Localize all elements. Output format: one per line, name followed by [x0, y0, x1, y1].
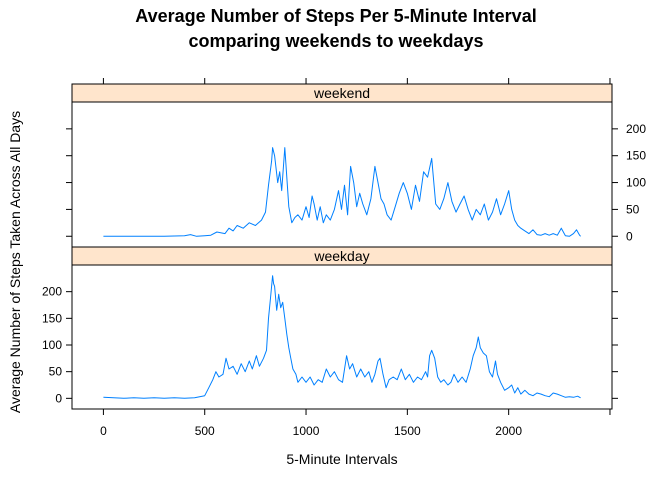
series-line-weekend — [103, 147, 581, 237]
x-tick-label: 0 — [100, 424, 107, 438]
y-tick-label: 200 — [42, 285, 62, 299]
y-tick-label: 150 — [626, 149, 646, 163]
x-tick-label: 1000 — [293, 424, 320, 438]
y-tick-label: 0 — [626, 229, 633, 243]
y-tick-label: 50 — [49, 365, 63, 379]
chart-title: Average Number of Steps Per 5-Minute Int… — [135, 6, 536, 26]
series-line-weekday — [103, 275, 581, 399]
panel-strip-label-weekend: weekend — [313, 85, 370, 101]
y-tick-label: 50 — [626, 202, 640, 216]
y-tick-label: 200 — [626, 122, 646, 136]
y-tick-label: 100 — [626, 176, 646, 190]
x-tick-label: 2000 — [495, 424, 522, 438]
panel-frame-weekday — [71, 264, 613, 410]
y-tick-label: 100 — [42, 338, 62, 352]
chart-subtitle: comparing weekends to weekdays — [188, 31, 483, 51]
y-tick-label: 0 — [55, 391, 62, 405]
x-tick-label: 1500 — [394, 424, 421, 438]
y-tick-label: 150 — [42, 311, 62, 325]
y-axis-label: Average Number of Steps Taken Across All… — [7, 111, 23, 413]
x-axis-label: 5-Minute Intervals — [286, 451, 397, 467]
panel-strip-label-weekday: weekday — [313, 248, 369, 264]
panel-frame-weekend — [71, 101, 613, 248]
x-tick-label: 500 — [195, 424, 215, 438]
